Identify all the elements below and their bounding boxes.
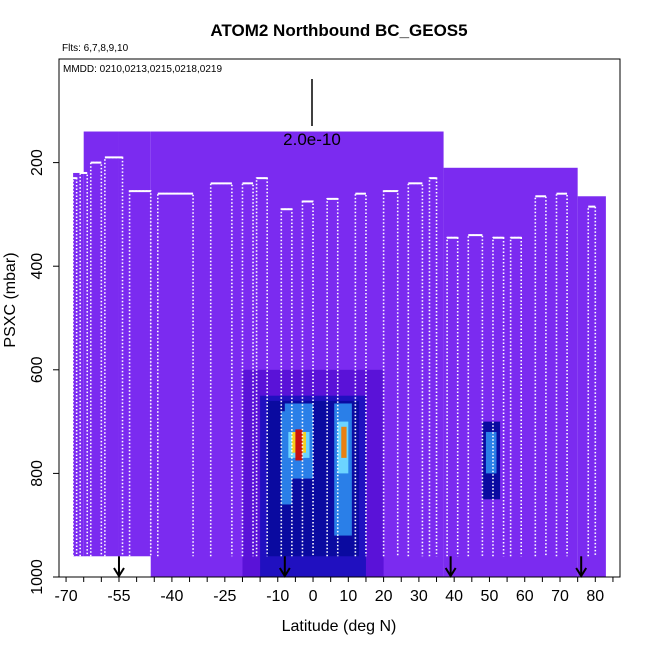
field-block: [73, 172, 84, 557]
y-tick-label: 400: [29, 253, 46, 280]
flight-track: [72, 156, 597, 557]
x-tick-label: 0: [309, 588, 318, 605]
x-tick-label: 20: [375, 588, 393, 605]
track-profile: [79, 172, 89, 557]
latitude-arrow: [575, 556, 588, 578]
concentration-field: [73, 131, 606, 577]
track-profile: [89, 161, 103, 557]
latitude-arrows: [113, 556, 588, 578]
x-axis-title: Latitude (deg N): [282, 618, 397, 635]
x-tick-label: -55: [107, 588, 130, 605]
y-tick-label: 600: [29, 356, 46, 383]
field-block: [443, 167, 578, 577]
latitude-arrow: [113, 556, 125, 578]
dates-note: MMDD: 0210,0213,0215,0218,0219: [63, 64, 222, 75]
track-profile: [407, 182, 424, 557]
track-profile: [326, 198, 339, 557]
y-tick-label: 1000: [29, 559, 46, 595]
flights-note: Flts: 6,7,8,9,10: [62, 43, 129, 54]
x-tick-label: 30: [410, 588, 428, 605]
field-block: [577, 196, 606, 577]
enhancement-cell: [341, 426, 347, 458]
x-tick-label: -25: [213, 588, 236, 605]
x-tick-label: 50: [481, 588, 499, 605]
latitude-arrow: [278, 556, 291, 578]
x-tick-label: 70: [551, 588, 569, 605]
x-tick-label: 80: [586, 588, 604, 605]
x-tick-label: -70: [54, 588, 77, 605]
scale-label: 2.0e-10: [283, 130, 341, 149]
y-tick-label: 200: [29, 149, 46, 176]
x-tick-label: 60: [516, 588, 534, 605]
enhancement-cell: [485, 431, 497, 474]
x-axis: -70 -55 -40 -25 -10 0 10 20 30 40 50 60 70 80: [54, 577, 614, 605]
plot-frame: [58, 58, 621, 578]
track-profile: [72, 177, 78, 557]
x-tick-label: -40: [160, 588, 183, 605]
y-axis-title: PSXC (mbar): [2, 252, 19, 347]
track-profile: [209, 182, 233, 557]
track-profile: [301, 200, 314, 557]
y-tick-label: 800: [29, 460, 46, 487]
x-tick-label: -10: [266, 588, 289, 605]
y-axis: 200 400 600 800 1000: [29, 149, 59, 595]
plot-area: [72, 131, 606, 578]
x-tick-label: 10: [339, 588, 357, 605]
x-tick-label: 40: [445, 588, 463, 605]
latitude-arrow: [444, 556, 457, 578]
field-block: [118, 131, 151, 557]
chart-title: ATOM2 Northbound BC_GEOS5: [210, 21, 467, 40]
track-profile: [255, 177, 268, 557]
enhancement-cell: [295, 429, 303, 461]
